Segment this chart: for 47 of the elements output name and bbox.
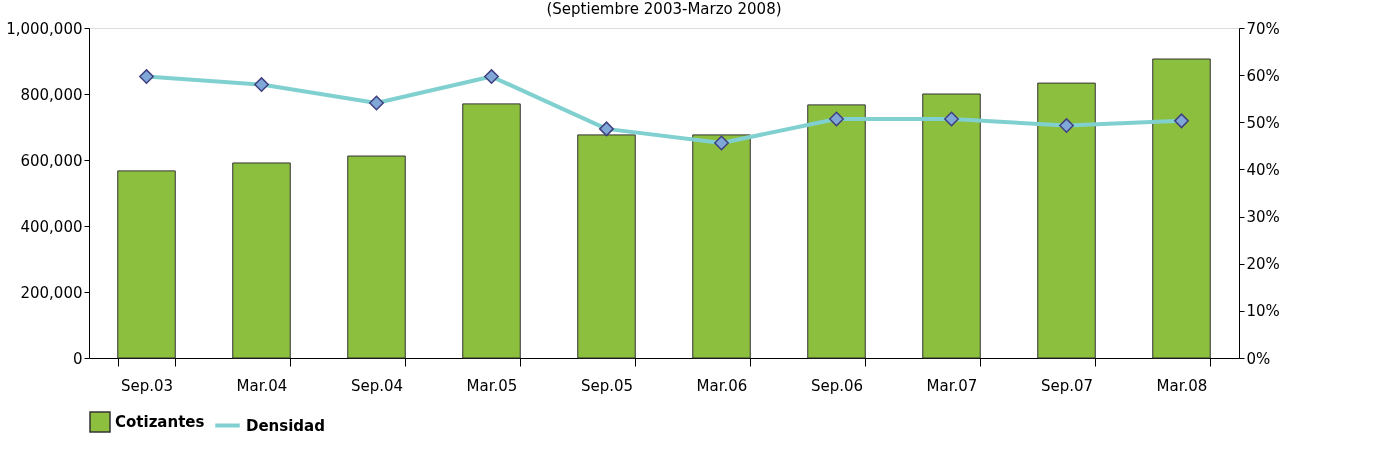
y-tick-label: 400,000 [20,217,83,236]
x-tick-label: Sep.03 [120,376,174,395]
point [254,77,269,93]
chart-subtitle: (Septiembre 2003-Marzo 2008) [546,0,782,18]
x-tick-label: Mar.05 [466,376,518,395]
x-tick-label: Sep.04 [350,376,404,395]
y2-tick-label: 50% [1246,113,1280,132]
point [1059,118,1074,134]
y-tick-label: 200,000 [20,283,83,302]
legend-label: Cotizantes [115,413,205,431]
bar [577,134,636,359]
point [484,69,499,85]
point [599,121,614,137]
bar [232,162,291,359]
point [714,135,729,151]
y-tick-label: 0 [72,349,83,368]
y-tick-label: 800,000 [20,85,83,104]
y-tick-label: 1,000,000 [6,19,83,38]
x-tick-label: Mar.04 [236,376,288,395]
legend-label: Densidad [246,416,325,435]
x-tick-label: Mar.08 [1156,376,1208,395]
bar [347,155,406,359]
x-tick-label: Sep.06 [810,376,864,395]
bar [117,170,176,359]
point [1174,113,1189,129]
point [944,111,959,127]
bar [807,104,866,359]
bar [922,93,981,359]
point [369,95,384,111]
x-tick-label: Mar.07 [926,376,978,395]
y2-tick-label: 20% [1246,255,1280,274]
y2-tick-label: 60% [1246,66,1280,85]
bar [1152,58,1211,359]
bar [692,134,751,359]
y2-tick-label: 0% [1246,349,1271,368]
x-tick-label: Sep.05 [580,376,634,395]
point [139,69,154,85]
point [829,111,844,127]
x-tick-label: Mar.06 [696,376,748,395]
y2-tick-label: 40% [1246,160,1280,179]
x-tick-label: Sep.07 [1040,376,1094,395]
y-tick-label: 600,000 [20,151,83,170]
y2-tick-label: 30% [1246,208,1280,227]
y2-tick-label: 70% [1246,19,1280,38]
y2-tick-label: 10% [1246,302,1280,321]
bar [1037,82,1096,359]
bar [462,103,521,359]
